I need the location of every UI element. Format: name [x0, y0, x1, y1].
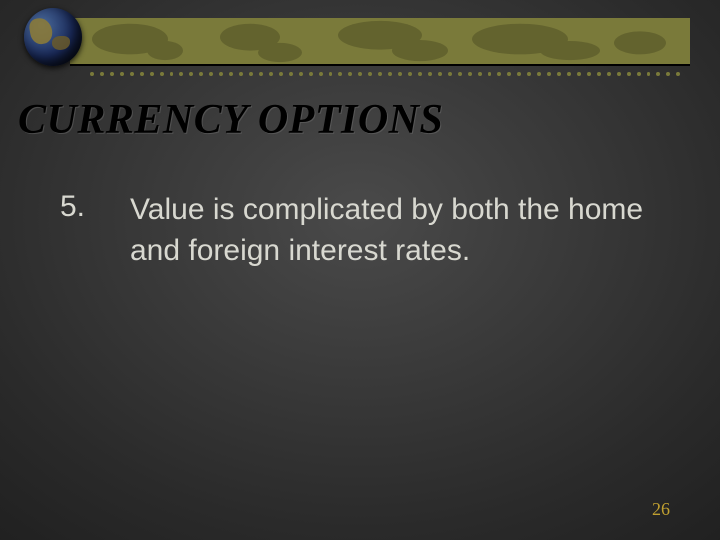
- list-item: 5. Value is complicated by both the home…: [60, 190, 660, 271]
- item-number: 5.: [60, 190, 130, 224]
- page-number: 26: [652, 499, 670, 520]
- globe-icon: [24, 8, 82, 66]
- item-text: Value is complicated by both the home an…: [130, 190, 650, 271]
- banner-dots: [90, 72, 680, 76]
- slide-title: CURRENCY OPTIONS: [18, 96, 443, 144]
- world-map-silhouette: [70, 18, 690, 64]
- banner-strip: [70, 18, 690, 66]
